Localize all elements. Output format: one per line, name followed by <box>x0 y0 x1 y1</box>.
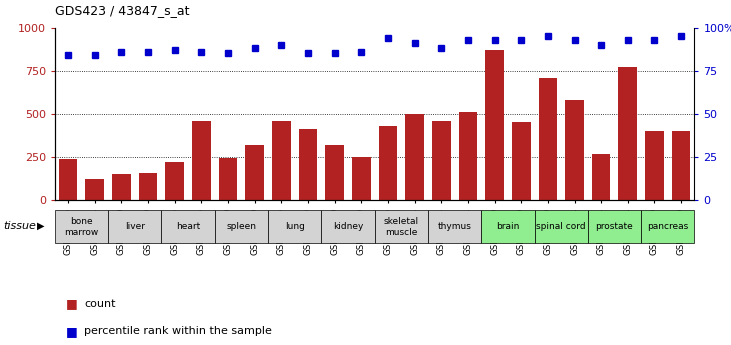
Text: count: count <box>84 299 115 308</box>
Text: thymus: thymus <box>438 222 471 231</box>
Text: ■: ■ <box>66 297 77 310</box>
Text: kidney: kidney <box>333 222 363 231</box>
Bar <box>485 50 504 200</box>
Text: ■: ■ <box>66 325 77 338</box>
Text: heart: heart <box>176 222 200 231</box>
Bar <box>246 145 264 200</box>
Bar <box>379 126 397 200</box>
Text: GDS423 / 43847_s_at: GDS423 / 43847_s_at <box>55 4 189 17</box>
Text: percentile rank within the sample: percentile rank within the sample <box>84 326 272 336</box>
Bar <box>86 179 104 200</box>
Bar <box>192 121 211 200</box>
Bar <box>641 210 694 243</box>
Text: prostate: prostate <box>596 222 633 231</box>
Bar <box>432 121 450 200</box>
Bar <box>268 210 322 243</box>
Text: skeletal
muscle: skeletal muscle <box>384 217 419 237</box>
Bar <box>299 129 317 200</box>
Bar <box>539 78 557 200</box>
Bar <box>428 210 481 243</box>
Bar <box>592 155 610 200</box>
Text: liver: liver <box>125 222 145 231</box>
Bar <box>215 210 268 243</box>
Text: brain: brain <box>496 222 520 231</box>
Bar <box>58 159 77 200</box>
Bar <box>565 100 584 200</box>
Text: spleen: spleen <box>227 222 257 231</box>
Bar <box>352 157 371 200</box>
Bar <box>139 173 157 200</box>
Bar <box>588 210 641 243</box>
Bar <box>219 158 238 200</box>
Bar <box>534 210 588 243</box>
Bar <box>162 210 215 243</box>
Text: lung: lung <box>285 222 305 231</box>
Bar <box>325 145 344 200</box>
Bar <box>672 131 691 200</box>
Bar <box>108 210 162 243</box>
Bar <box>272 121 291 200</box>
Bar <box>55 210 108 243</box>
Text: pancreas: pancreas <box>647 222 689 231</box>
Bar <box>322 210 374 243</box>
Bar <box>512 122 531 200</box>
Bar <box>374 210 428 243</box>
Bar <box>405 114 424 200</box>
Bar <box>481 210 534 243</box>
Text: ▶: ▶ <box>37 221 44 231</box>
Bar <box>458 112 477 200</box>
Bar <box>165 162 184 200</box>
Bar <box>618 67 637 200</box>
Text: bone
marrow: bone marrow <box>64 217 99 237</box>
Bar <box>645 131 664 200</box>
Text: tissue: tissue <box>4 221 37 231</box>
Text: spinal cord: spinal cord <box>537 222 586 231</box>
Bar <box>112 174 131 200</box>
